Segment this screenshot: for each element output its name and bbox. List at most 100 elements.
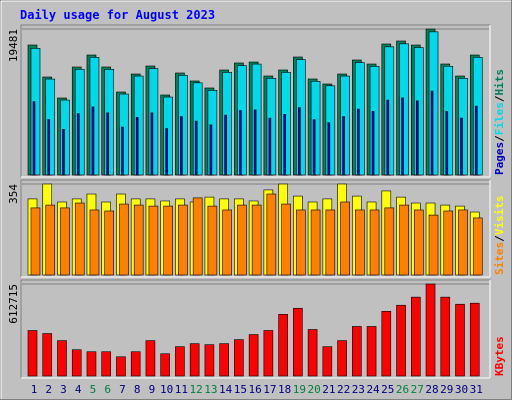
x-tick-label: 2 — [45, 383, 52, 396]
bar — [443, 210, 454, 276]
legend: KBytes — [493, 336, 506, 376]
bar — [281, 72, 291, 176]
bar — [253, 109, 257, 176]
bar — [71, 349, 82, 377]
bar — [310, 81, 321, 176]
bar — [472, 57, 483, 176]
x-tick-label: 21 — [322, 383, 335, 396]
legend-separator: / — [493, 135, 506, 142]
bar — [86, 351, 97, 377]
bar — [45, 78, 56, 176]
bar — [194, 120, 198, 176]
bar — [472, 217, 483, 276]
bar — [106, 112, 110, 176]
bar — [425, 283, 436, 377]
x-tick-label: 9 — [149, 383, 156, 396]
bar — [189, 343, 200, 377]
bar — [340, 201, 350, 276]
bar — [340, 75, 350, 176]
bar — [440, 296, 451, 377]
bar — [371, 110, 375, 176]
bar — [352, 326, 362, 377]
x-tick-label: 22 — [337, 383, 350, 396]
bar — [369, 66, 380, 176]
bar — [76, 113, 80, 176]
bar — [178, 204, 188, 276]
bar — [135, 116, 139, 176]
bar — [369, 209, 380, 276]
chart-title: Daily usage for August 2023 — [20, 8, 215, 22]
bar — [355, 62, 365, 176]
bar — [428, 31, 439, 176]
bar — [281, 203, 291, 276]
bar — [121, 126, 124, 176]
bar — [163, 96, 173, 176]
bar — [268, 117, 272, 176]
bar — [266, 193, 277, 276]
bar — [178, 75, 188, 176]
bar — [298, 107, 301, 176]
x-tick-label: 3 — [60, 383, 67, 396]
x-tick-label: 6 — [104, 383, 111, 396]
bar — [455, 303, 465, 377]
legend-entry: Files — [493, 102, 506, 135]
x-tick-label: 27 — [411, 383, 424, 396]
x-tick-label: 12 — [190, 383, 203, 396]
bar — [192, 197, 203, 276]
bar — [237, 204, 247, 276]
bar — [410, 296, 421, 377]
bar — [325, 209, 336, 276]
bar — [133, 204, 144, 276]
bar — [327, 122, 331, 176]
bar — [251, 63, 262, 176]
legend-separator: / — [493, 235, 506, 242]
bar — [396, 304, 406, 377]
bar — [207, 90, 218, 176]
bar — [148, 205, 159, 276]
bar — [342, 116, 345, 176]
bar — [357, 108, 360, 176]
bar — [469, 302, 480, 377]
x-tick-label: 31 — [470, 383, 483, 396]
bar — [239, 110, 242, 176]
bar — [89, 209, 100, 276]
bar — [310, 209, 321, 276]
bar — [116, 356, 126, 377]
bar — [413, 47, 424, 176]
legend: Pages/Files/Hits — [493, 69, 506, 175]
bar — [74, 202, 85, 276]
bar — [160, 353, 170, 377]
x-tick-label: 14 — [219, 383, 233, 396]
bar — [366, 326, 377, 377]
bar — [263, 330, 274, 377]
bar — [60, 207, 70, 276]
bar — [458, 209, 468, 276]
x-tick-label: 8 — [134, 383, 141, 396]
bar — [32, 101, 36, 176]
bar — [224, 114, 227, 176]
bar — [381, 310, 392, 377]
bar — [428, 214, 439, 276]
bar — [60, 99, 70, 176]
x-tick-label: 28 — [425, 383, 438, 396]
bar — [104, 69, 115, 176]
x-tick-label: 24 — [366, 383, 380, 396]
y-tick-label: 354 — [7, 184, 20, 204]
bar — [119, 203, 129, 276]
bar — [384, 207, 395, 276]
bar — [145, 340, 156, 377]
bar — [165, 128, 168, 176]
bar — [266, 78, 277, 176]
bar — [293, 307, 303, 377]
bar — [248, 334, 259, 377]
x-tick-label: 13 — [204, 383, 217, 396]
bar — [458, 78, 468, 176]
bar — [219, 343, 229, 377]
bar — [47, 119, 51, 176]
x-tick-label: 5 — [90, 383, 97, 396]
bar — [45, 204, 56, 276]
bar — [101, 351, 112, 377]
x-tick-label: 10 — [160, 383, 173, 396]
bar — [386, 99, 390, 176]
